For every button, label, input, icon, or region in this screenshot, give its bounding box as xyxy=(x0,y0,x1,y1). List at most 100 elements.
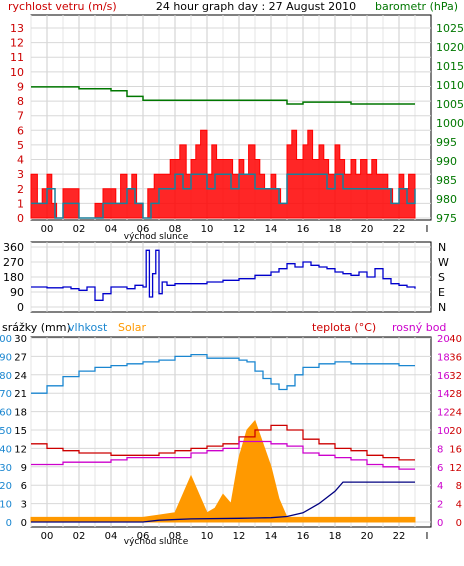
rain-axis-tick: 18 xyxy=(14,408,27,419)
compass-axis-tick: N xyxy=(438,301,446,314)
dew-point-series xyxy=(31,440,415,470)
temperature-axis-tick: 4 xyxy=(456,500,462,511)
solar-series xyxy=(30,419,416,523)
x-tick-label: 02 xyxy=(73,224,86,235)
dew-axis-tick: 14 xyxy=(437,389,450,400)
humidity-axis-tick: 40 xyxy=(0,444,12,455)
pressure-axis-tick: 1025 xyxy=(436,22,464,35)
pressure-axis-tick: 1015 xyxy=(436,60,464,73)
temperature-axis-tick: 16 xyxy=(449,444,462,455)
rain-axis-tick: 27 xyxy=(14,352,27,363)
temperature-axis-tick: 32 xyxy=(449,371,462,382)
x-tick-label: 10 xyxy=(201,224,214,235)
wind-axis-tick: 9 xyxy=(17,80,24,93)
wind-speed-label: rychlost vetru (m/s) xyxy=(8,0,117,13)
temperature-axis-tick: 0 xyxy=(456,518,462,529)
temperature-axis-tick: 12 xyxy=(449,463,462,474)
x-tick-label: 10 xyxy=(201,531,214,542)
x-tick-label: 00 xyxy=(41,224,54,235)
x-tick-label: 08 xyxy=(169,531,182,542)
wind-axis-tick: 6 xyxy=(17,124,24,137)
rain-axis-tick: 30 xyxy=(14,334,27,345)
dew-axis-tick: 20 xyxy=(437,334,450,345)
rain-axis-tick: 0 xyxy=(21,518,27,529)
pressure-axis-tick: 1020 xyxy=(436,41,464,54)
x-tick-label: 02 xyxy=(73,531,86,542)
humidity-axis-tick: 20 xyxy=(0,481,12,492)
dew-axis-tick: 12 xyxy=(437,408,450,419)
wind-average-series xyxy=(31,173,416,219)
graph-title: 24 hour graph day : 27 August 2010 xyxy=(156,0,356,13)
x-tick-label: 00 xyxy=(41,531,54,542)
direction-axis-tick: 90 xyxy=(10,286,24,299)
rain-series xyxy=(31,481,415,523)
rain-axis-tick: 3 xyxy=(21,500,27,511)
rain-axis-tick: 21 xyxy=(14,389,27,400)
direction-axis-tick: 270 xyxy=(3,256,24,269)
x-tick-label: 12 xyxy=(233,531,246,542)
wind-axis-tick: 2 xyxy=(17,183,24,196)
dew-axis-tick: 2 xyxy=(437,500,443,511)
sunrise-label-1: východ slunce xyxy=(124,232,189,242)
x-tick-label: 14 xyxy=(265,531,278,542)
rain-axis-tick: 9 xyxy=(21,463,27,474)
wind-axis-tick: 5 xyxy=(17,139,24,152)
dew-point-label: rosný bod xyxy=(392,321,446,334)
dew-axis-tick: 4 xyxy=(437,481,443,492)
temperature-axis-tick: 8 xyxy=(456,481,462,492)
x-tick-label: 20 xyxy=(361,531,374,542)
rain-axis-tick: 12 xyxy=(14,444,27,455)
pressure-axis-tick: 1010 xyxy=(436,79,464,92)
compass-axis-tick: N xyxy=(438,241,446,254)
x-tick-label: 18 xyxy=(329,224,342,235)
wind-axis-tick: 1 xyxy=(17,197,24,210)
humidity-axis-tick: 10 xyxy=(0,500,12,511)
x-tick-label: 22 xyxy=(393,224,406,235)
x-tick-label: 16 xyxy=(297,531,310,542)
x-tick-label: 08 xyxy=(169,224,182,235)
humidity-axis-tick: 80 xyxy=(0,371,12,382)
humidity-axis-tick: 0 xyxy=(6,518,12,529)
sunrise-label-2: východ slunce xyxy=(124,537,189,547)
compass-axis-tick: W xyxy=(438,256,449,269)
humidity-axis-tick: 70 xyxy=(0,389,12,400)
humidity-series xyxy=(31,353,415,394)
pressure-axis-tick: 1005 xyxy=(436,98,464,111)
dew-axis-tick: 16 xyxy=(437,371,450,382)
direction-axis-tick: 180 xyxy=(3,271,24,284)
pressure-axis-tick: 980 xyxy=(436,193,457,206)
temperature-axis-tick: 28 xyxy=(449,389,462,400)
humidity-axis-tick: 100 xyxy=(0,334,12,345)
wind-axis-tick: 13 xyxy=(10,22,24,35)
humidity-axis-tick: 60 xyxy=(0,408,12,419)
wind-axis-tick: 0 xyxy=(17,212,24,225)
humidity-label: vlhkost xyxy=(68,321,108,334)
rain-axis-tick: 6 xyxy=(21,481,27,492)
wind-axis-tick: 12 xyxy=(10,37,24,50)
wind-axis-tick: 10 xyxy=(10,66,24,79)
temperature-axis-tick: 20 xyxy=(449,426,462,437)
x-end-tick-label: I xyxy=(426,224,429,235)
direction-axis-tick: 0 xyxy=(17,301,24,314)
solar-label: Solar xyxy=(118,321,147,334)
pressure-axis-tick: 995 xyxy=(436,136,457,149)
wind-axis-tick: 8 xyxy=(17,95,24,108)
humidity-axis-tick: 30 xyxy=(0,463,12,474)
x-tick-label: 04 xyxy=(105,224,118,235)
x-tick-label: 20 xyxy=(361,224,374,235)
x-tick-label: 14 xyxy=(265,224,278,235)
x-tick-label: 18 xyxy=(329,531,342,542)
pressure-series xyxy=(31,86,415,105)
x-tick-label: 06 xyxy=(137,531,150,542)
x-tick-label: 04 xyxy=(105,531,118,542)
temperature-axis-tick: 36 xyxy=(449,352,462,363)
x-tick-label: 06 xyxy=(137,224,150,235)
wind-axis-tick: 11 xyxy=(10,51,24,64)
x-tick-label: 16 xyxy=(297,224,310,235)
humidity-axis-tick: 50 xyxy=(0,426,12,437)
x-end-tick-label: I xyxy=(426,531,429,542)
compass-axis-tick: E xyxy=(438,286,445,299)
rain-axis-tick: 15 xyxy=(14,426,27,437)
